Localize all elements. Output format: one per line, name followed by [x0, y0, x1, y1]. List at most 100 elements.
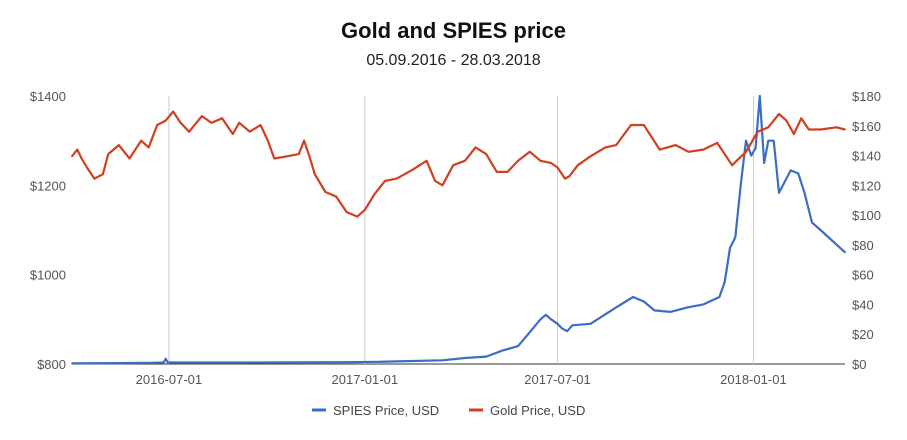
series-layer — [71, 94, 846, 365]
spies-price-usd-point — [653, 309, 656, 312]
spies-price-usd-point — [797, 172, 800, 175]
gold-price-usd-point — [102, 173, 104, 176]
spies-price-usd-point — [345, 361, 348, 364]
gold-price-usd-point — [528, 150, 531, 153]
gold-price-usd-point — [231, 133, 234, 135]
gold-price-usd-point — [835, 126, 838, 129]
spies-price-usd-point — [589, 322, 592, 325]
gold-price-usd-point — [615, 144, 617, 147]
y-right-tick-label: $20 — [852, 327, 874, 342]
gold-price-usd-point — [164, 119, 167, 122]
gold-price-usd-point — [568, 175, 571, 178]
spies-price-usd-point — [803, 191, 806, 194]
y-right-tick-label: $180 — [852, 89, 881, 104]
spies-price-usd-line — [71, 94, 846, 365]
gold-price-usd-point — [238, 121, 241, 124]
spies-price-usd-point — [556, 322, 559, 325]
spies-price-usd-point — [234, 361, 236, 364]
spies-price-usd-point — [767, 139, 770, 142]
gold-price-usd-point — [576, 164, 579, 167]
gold-price-usd-point — [517, 159, 519, 162]
spies-price-usd-point — [378, 360, 381, 363]
gold-price-usd-point — [411, 168, 414, 171]
spies-price-usd-point — [615, 306, 617, 309]
gold-price-usd-point — [506, 171, 509, 173]
gold-price-usd-point — [793, 133, 795, 135]
y-left-tick-label: $1400 — [30, 89, 66, 104]
gold-price-usd-point — [179, 121, 182, 124]
gold-price-usd-point — [71, 155, 73, 158]
spies-price-usd-point — [560, 327, 563, 330]
gold-price-usd-point — [807, 128, 810, 131]
y-left-tick-label: $800 — [37, 357, 66, 372]
x-tick-label: 2017-01-01 — [332, 372, 399, 387]
chart-title: Gold and SPIES price — [341, 18, 566, 43]
gold-price-usd-point — [117, 144, 120, 147]
gold-price-usd-point — [384, 180, 386, 182]
gold-price-usd-point — [76, 148, 79, 151]
gold-price-usd-point — [147, 146, 150, 149]
spies-price-usd-point — [739, 184, 742, 187]
gold-price-usd-line — [71, 110, 846, 218]
y-right-tick-label: $120 — [852, 178, 881, 193]
legend-label-gold-price-usd: Gold Price, USD — [490, 403, 585, 418]
gold-price-usd-point — [156, 124, 159, 126]
gold-price-usd-point — [745, 150, 747, 153]
spies-price-usd-point — [754, 147, 757, 150]
gold-price-usd-point — [373, 193, 376, 196]
gold-price-usd-point — [201, 115, 203, 117]
gold-price-usd-point — [550, 162, 552, 164]
spies-price-usd-point — [750, 154, 753, 157]
spies-price-usd-point — [151, 361, 153, 364]
gold-price-usd-point — [86, 166, 88, 169]
y-right-tick-label: $160 — [852, 119, 881, 134]
spies-price-usd-point — [778, 191, 780, 194]
gold-price-usd-point — [335, 195, 337, 198]
gold-price-usd-point — [441, 184, 444, 187]
gold-price-usd-point — [819, 128, 822, 131]
x-tick-label: 2017-07-01 — [524, 372, 591, 387]
gold-price-usd-point — [93, 177, 96, 180]
y-left-tick-label: $1200 — [30, 178, 66, 193]
gold-price-usd-point — [767, 126, 770, 129]
gold-price-usd-point — [345, 211, 348, 214]
y-right-tick-label: $0 — [852, 357, 866, 372]
gold-price-usd-point — [687, 150, 690, 153]
spies-price-usd-point — [501, 349, 504, 352]
gold-price-usd-point — [702, 148, 705, 151]
gold-price-usd-point — [716, 142, 719, 144]
gold-price-usd-point — [297, 153, 300, 156]
gold-price-usd-point — [363, 209, 366, 211]
gold-price-usd-point — [80, 157, 83, 160]
spies-price-usd-point — [411, 360, 414, 362]
spies-price-usd-point — [819, 229, 822, 231]
gold-price-usd-point — [785, 119, 788, 122]
spies-price-usd-point — [789, 169, 792, 172]
spies-price-usd-point — [669, 311, 672, 313]
gold-price-usd-point — [756, 130, 759, 133]
gold-price-usd-point — [731, 164, 733, 167]
chart-subtitle: 05.09.2016 - 28.03.2018 — [366, 52, 541, 69]
gold-price-usd-point — [172, 110, 175, 113]
spies-price-usd-point — [117, 362, 120, 364]
spies-price-usd-point — [532, 327, 534, 330]
gold-price-usd-point — [800, 117, 803, 120]
gold-price-usd-point — [556, 166, 559, 169]
spies-price-usd-point — [723, 281, 726, 283]
gold-price-usd-point — [589, 155, 592, 158]
spies-price-usd-point — [464, 357, 466, 359]
gold-price-usd-point — [313, 173, 316, 176]
gold-price-usd-point — [464, 159, 466, 162]
gold-price-usd-point — [356, 215, 359, 218]
grid — [72, 96, 845, 365]
gold-price-usd-point — [303, 139, 305, 142]
gold-price-usd-point — [273, 157, 276, 160]
spies-price-usd-point — [758, 95, 761, 97]
gold-price-usd-point — [564, 177, 566, 180]
y-right-tick-label: $140 — [852, 149, 881, 164]
spies-price-usd-point — [745, 139, 747, 142]
legend-label-spies-price-usd: SPIES Price, USD — [333, 403, 439, 418]
spies-price-usd-point — [763, 162, 765, 164]
spies-price-usd-point — [71, 362, 73, 365]
